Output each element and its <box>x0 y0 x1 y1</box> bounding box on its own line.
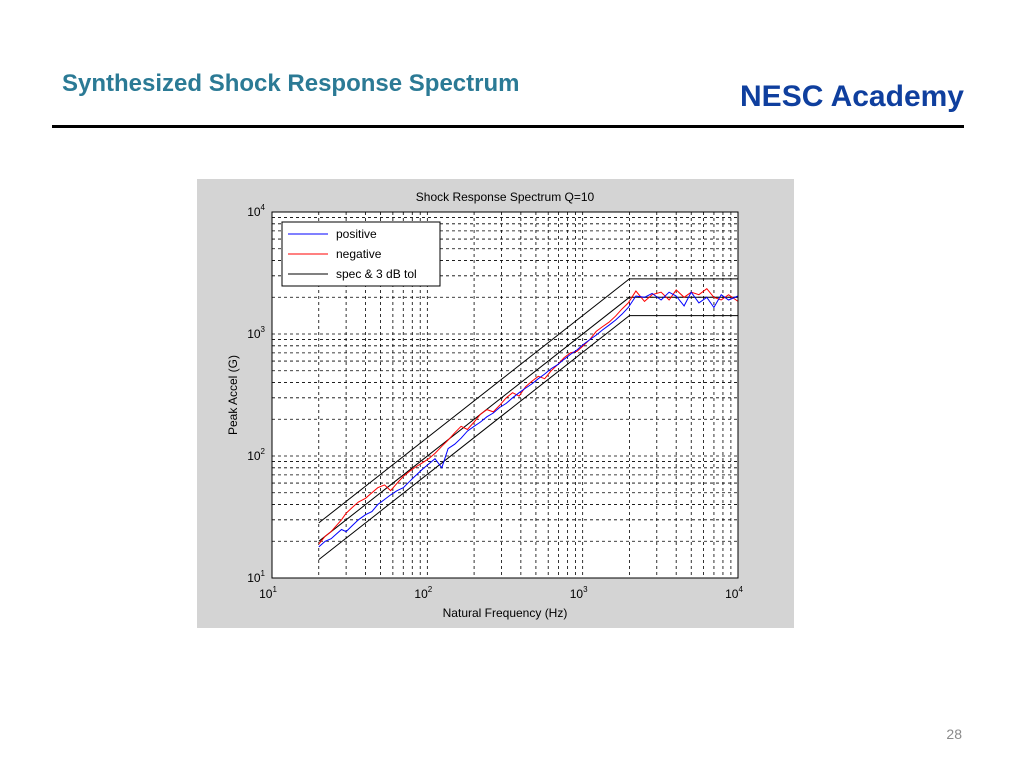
slide-title: Synthesized Shock Response Spectrum <box>62 70 520 97</box>
page-number: 28 <box>946 726 962 742</box>
x-tick-label: 104 <box>725 585 743 601</box>
series-line-tolerance-3 <box>318 278 738 524</box>
y-tick-label: 104 <box>247 203 265 219</box>
y-tick-label: 103 <box>247 325 265 341</box>
x-axis-label: Natural Frequency (Hz) <box>443 606 568 620</box>
x-tick-label: 103 <box>570 585 588 601</box>
x-tick-label: 101 <box>259 585 277 601</box>
chart-title: Shock Response Spectrum Q=10 <box>416 190 595 204</box>
y-axis-label: Peak Accel (G) <box>226 355 240 435</box>
series-line-negative <box>318 288 739 545</box>
series-line-tolerance-4 <box>318 315 738 560</box>
legend-label: spec & 3 dB tol <box>336 267 417 281</box>
series-group <box>318 278 739 560</box>
x-tick-label: 102 <box>414 585 432 601</box>
chart-svg: 101 102 103 104 101 102 103 104 Shock Response … <box>226 190 743 620</box>
legend: positive negative spec & 3 dB tol <box>281 221 441 287</box>
series-line-spec-3-db-tol <box>318 296 738 542</box>
y-tick-label: 102 <box>247 447 265 463</box>
axis-ticks: 101 102 103 104 101 102 103 104 <box>247 203 743 601</box>
y-tick-label: 101 <box>247 569 265 585</box>
series-line-positive <box>318 291 739 548</box>
legend-label: positive <box>336 227 377 241</box>
chart-figure: 101 102 103 104 101 102 103 104 Shock Response … <box>197 179 794 628</box>
brand-logo-text: NESC Academy <box>740 80 964 113</box>
title-divider <box>52 125 964 128</box>
legend-label: negative <box>336 247 382 261</box>
plot-frame <box>271 211 739 579</box>
